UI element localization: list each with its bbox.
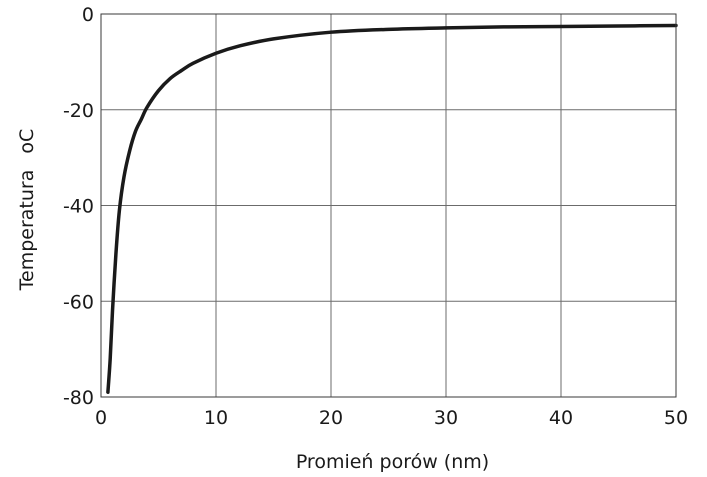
x-tick-label: 40 — [549, 407, 573, 429]
x-axis-title: Promień porów (nm) — [296, 451, 489, 473]
y-tick-label: -80 — [63, 387, 94, 409]
tick-labels: 0 10 20 30 40 50 0 -20 -40 -60 -80 — [63, 4, 688, 429]
series — [106, 23, 678, 394]
x-tick-label: 30 — [434, 407, 458, 429]
y-axis-title: Temperatura oC — [16, 129, 38, 292]
x-tick-label: 20 — [319, 407, 343, 429]
grid — [101, 14, 676, 397]
y-tick-label: 0 — [82, 4, 94, 26]
plot-frame — [100, 13, 677, 398]
y-tick-label: -60 — [63, 291, 94, 313]
y-tick-label: -40 — [63, 196, 94, 218]
y-axis-title-text: Temperatura — [16, 170, 38, 292]
y-tick-label: -20 — [63, 100, 94, 122]
x-tick-label: 10 — [204, 407, 228, 429]
x-tick-label: 50 — [664, 407, 688, 429]
y-axis-unit: oC — [16, 129, 38, 154]
series-line — [106, 23, 678, 394]
x-tick-label: 0 — [95, 407, 107, 429]
